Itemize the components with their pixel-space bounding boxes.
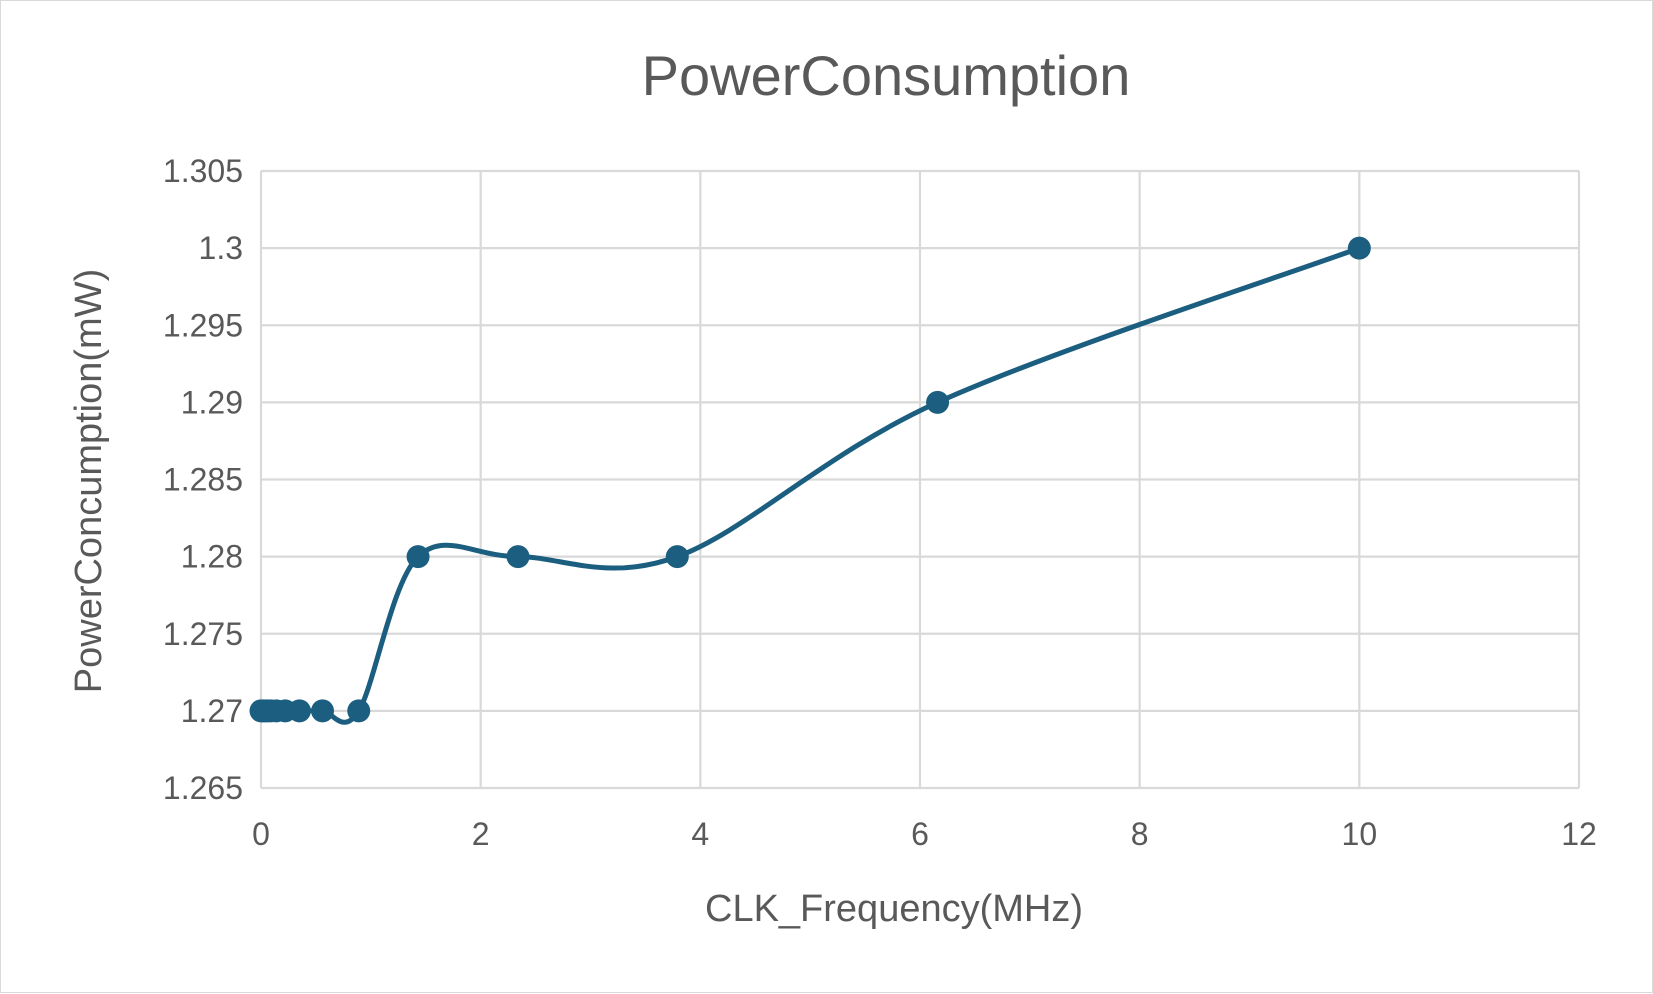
y-tick-label: 1.305: [163, 153, 243, 189]
data-point: [665, 545, 689, 569]
gridlines: [259, 169, 1581, 790]
x-tick-label: 4: [691, 816, 709, 852]
x-axis-ticks: 0 2 4 6 8 10 12: [252, 816, 1597, 852]
y-tick-label: 1.3: [199, 230, 243, 266]
y-tick-label: 1.275: [163, 616, 243, 652]
y-axis-label: PowerConcumption(mW): [68, 269, 110, 693]
data-point: [287, 699, 311, 723]
y-axis-ticks: 1.265 1.27 1.275 1.28 1.285 1.29 1.295 1.3 1.305: [163, 153, 243, 806]
y-tick-label: 1.28: [181, 539, 243, 575]
x-tick-label: 2: [472, 816, 490, 852]
chart-title: PowerConsumption: [642, 44, 1131, 107]
data-point: [1347, 236, 1371, 260]
series-layer: [249, 236, 1371, 725]
data-point: [311, 699, 335, 723]
x-tick-label: 8: [1131, 816, 1149, 852]
x-tick-label: 12: [1561, 816, 1597, 852]
x-tick-label: 0: [252, 816, 270, 852]
y-tick-label: 1.29: [181, 384, 243, 420]
y-tick-label: 1.295: [163, 307, 243, 343]
series-line: [258, 245, 1362, 725]
y-tick-label: 1.265: [163, 770, 243, 806]
y-tick-label: 1.285: [163, 462, 243, 498]
x-axis-label: CLK_Frequency(MHz): [705, 888, 1083, 930]
data-point: [506, 545, 530, 569]
x-tick-label: 10: [1342, 816, 1378, 852]
data-point: [926, 390, 950, 414]
y-tick-label: 1.27: [181, 693, 243, 729]
data-point: [347, 699, 371, 723]
x-tick-label: 6: [911, 816, 929, 852]
data-point: [406, 545, 430, 569]
